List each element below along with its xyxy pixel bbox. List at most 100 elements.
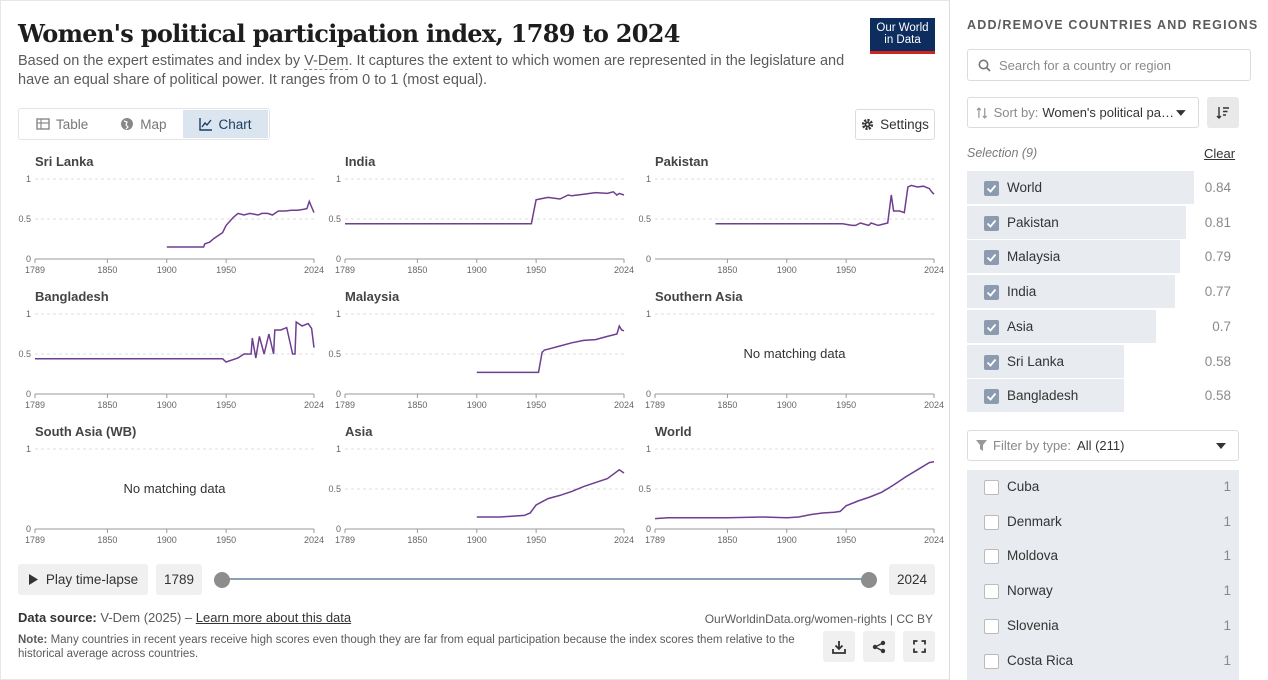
x-tick-label: 1789	[25, 535, 45, 545]
filter-icon	[976, 440, 987, 451]
line-chart-icon	[198, 118, 212, 131]
series-line-malaysia[interactable]	[476, 324, 625, 374]
chart-svg-bangladesh: 0 0.5 1 1789 1850 1900 1950 2024	[18, 309, 324, 410]
share-icon	[872, 640, 886, 653]
end-year-box[interactable]: 2024	[889, 564, 935, 595]
checkbox-checked[interactable]	[984, 215, 999, 231]
checkbox-checked[interactable]	[984, 354, 999, 370]
panel-title: Southern Asia	[655, 289, 743, 304]
selected-row-world[interactable]: World 0.84	[967, 171, 1239, 205]
x-tick-label: 1900	[777, 400, 797, 410]
row-name: Moldova	[1007, 548, 1059, 564]
tab-table-label: Table	[56, 116, 89, 132]
download-button[interactable]	[823, 631, 855, 662]
checkbox-unchecked[interactable]	[984, 584, 999, 600]
note-label: Note:	[18, 634, 48, 646]
selected-row-bangladesh[interactable]: Bangladesh 0.58	[967, 379, 1239, 414]
panel-title: South Asia (WB)	[35, 424, 137, 439]
selected-row-sri-lanka[interactable]: Sri Lanka 0.58	[967, 344, 1239, 379]
end-handle[interactable]	[861, 572, 877, 588]
y-tick-label: 1	[646, 309, 651, 319]
value-bar	[967, 240, 1181, 274]
tab-map[interactable]: Map	[104, 110, 182, 138]
selected-row-india[interactable]: India 0.77	[967, 275, 1239, 310]
learn-more-link[interactable]: Learn more about this data	[195, 610, 352, 625]
x-tick-label: 1850	[407, 535, 427, 545]
checkbox-checked[interactable]	[984, 181, 999, 196]
filter-label: Filter by type:	[993, 438, 1072, 453]
y-tick-label: 0	[26, 254, 31, 264]
owid-logo[interactable]: Our World in Data	[870, 18, 935, 54]
download-icon	[832, 640, 846, 654]
timeline-track[interactable]	[222, 578, 869, 580]
chart-svg-south-asia-wb: 0 1 1789 1850 1900 1950 2024 No matching data	[25, 444, 324, 545]
timeline: Play time-lapse 1789 2024	[18, 564, 936, 595]
checkbox-unchecked[interactable]	[984, 514, 999, 530]
series-line-pakistan[interactable]	[715, 184, 935, 227]
checkbox-checked[interactable]	[984, 389, 999, 405]
checkbox-checked[interactable]	[984, 250, 999, 266]
checkbox-unchecked[interactable]	[984, 653, 999, 669]
series-line-sri-lanka[interactable]	[166, 199, 315, 248]
row-name: Norway	[1007, 583, 1053, 599]
checkbox-unchecked[interactable]	[984, 618, 999, 634]
chart-svg-india: 0 0.5 1 1789 1850 1900 1950 2024	[328, 174, 634, 275]
row-name: Pakistan	[1007, 214, 1059, 230]
sort-dropdown[interactable]: Sort by:Women's political participation …	[967, 97, 1199, 128]
available-row-costa-rica[interactable]: Costa Rica 1	[967, 644, 1239, 678]
fullscreen-button[interactable]	[903, 631, 935, 662]
available-row-slovenia[interactable]: Slovenia 1	[967, 609, 1239, 643]
view-tabs: Table Map Chart	[18, 108, 270, 140]
sort-order-button[interactable]	[1207, 97, 1239, 128]
source-url[interactable]: OurWorldinData.org/women-rights | CC BY	[704, 612, 933, 626]
check-icon	[986, 289, 997, 297]
entity-selector: ADD/REMOVE COUNTRIES AND REGIONS Search …	[951, 0, 1268, 680]
chart-panel-bangladesh: 0 0.5 1 1789 1850 1900 1950 2024 Bangladesh	[18, 289, 328, 424]
series-line-bangladesh[interactable]	[35, 320, 315, 363]
available-row-cuba[interactable]: Cuba 1	[967, 470, 1239, 504]
search-icon	[978, 59, 991, 72]
x-tick-label: 1950	[216, 400, 236, 410]
series-line-india[interactable]	[345, 190, 625, 225]
y-tick-label: 0.5	[328, 484, 341, 494]
chart-area: Women's political participation index, 1…	[0, 0, 950, 680]
filter-dropdown[interactable]: Filter by type: All (211)	[967, 430, 1239, 461]
available-row-norway[interactable]: Norway 1	[967, 574, 1239, 608]
series-line-world[interactable]	[654, 461, 935, 520]
share-button[interactable]	[863, 631, 895, 662]
checkbox-checked[interactable]	[984, 285, 999, 301]
x-tick-label: 1789	[335, 400, 355, 410]
x-tick-label: 1789	[645, 535, 665, 545]
row-value: 1	[1223, 548, 1231, 564]
y-tick-label: 0.5	[328, 349, 341, 359]
start-handle[interactable]	[214, 572, 230, 588]
row-name: World	[1007, 180, 1043, 195]
page-title: Women's political participation index, 1…	[18, 19, 680, 48]
settings-button[interactable]: Settings	[855, 109, 935, 140]
checkbox-unchecked[interactable]	[984, 480, 999, 495]
start-year-box[interactable]: 1789	[156, 564, 202, 595]
chart-svg-malaysia: 0 0.5 1 1789 1850 1900 1950 2024	[328, 309, 634, 410]
y-tick-label: 0	[646, 524, 651, 534]
tab-chart[interactable]: Chart	[182, 110, 268, 138]
selected-row-malaysia[interactable]: Malaysia 0.79	[967, 240, 1239, 275]
y-tick-label: 0	[26, 389, 31, 399]
checkbox-unchecked[interactable]	[984, 549, 999, 565]
available-row-moldova[interactable]: Moldova 1	[967, 539, 1239, 573]
check-icon	[986, 184, 997, 193]
series-line-asia[interactable]	[476, 468, 625, 518]
x-tick-label: 1950	[836, 535, 856, 545]
clear-button[interactable]: Clear	[1204, 146, 1236, 161]
check-icon	[986, 358, 997, 367]
selected-row-pakistan[interactable]: Pakistan 0.81	[967, 205, 1239, 240]
available-row-denmark[interactable]: Denmark 1	[967, 505, 1239, 539]
vdem-link[interactable]: V-Dem	[304, 53, 349, 70]
y-tick-label: 1	[26, 174, 31, 184]
play-button[interactable]: Play time-lapse	[18, 564, 148, 595]
row-name: Asia	[1007, 318, 1034, 334]
x-tick-label: 1950	[526, 265, 546, 275]
checkbox-checked[interactable]	[984, 319, 999, 335]
tab-table[interactable]: Table	[20, 110, 104, 138]
search-input[interactable]: Search for a country or region	[967, 49, 1251, 81]
selected-row-asia[interactable]: Asia 0.7	[967, 309, 1239, 344]
